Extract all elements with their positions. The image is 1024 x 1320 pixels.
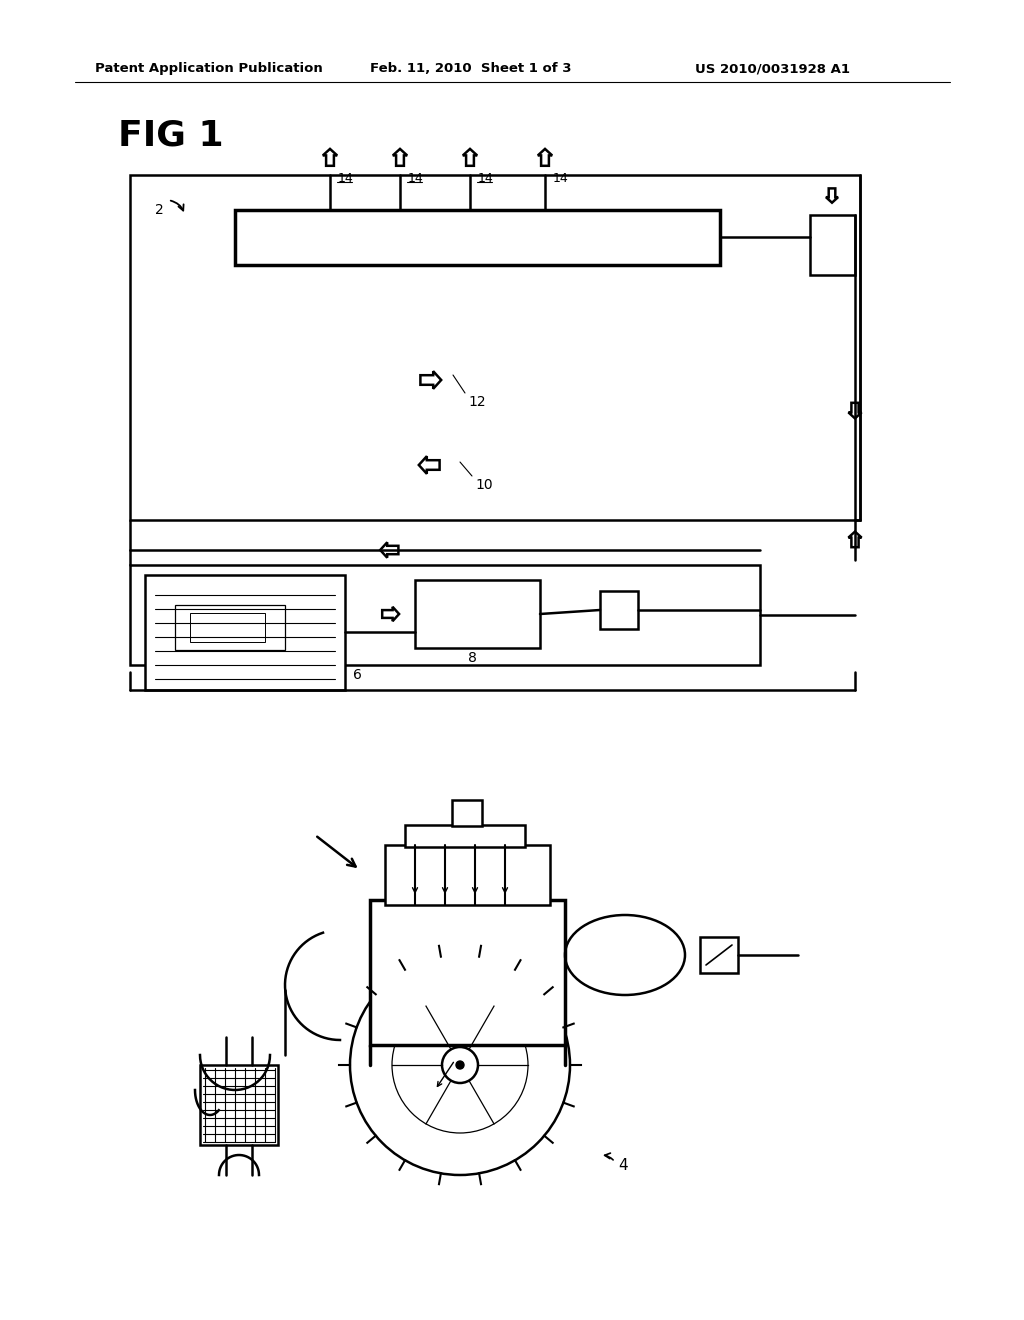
Text: US 2010/0031928 A1: US 2010/0031928 A1 <box>695 62 850 75</box>
Text: 6: 6 <box>353 668 361 682</box>
Bar <box>200 1065 278 1144</box>
Text: 14: 14 <box>553 172 568 185</box>
Bar <box>810 215 855 275</box>
Bar <box>600 591 638 630</box>
Text: 14: 14 <box>478 172 494 185</box>
Text: Patent Application Publication: Patent Application Publication <box>95 62 323 75</box>
Bar <box>130 176 860 520</box>
Polygon shape <box>393 149 408 166</box>
Polygon shape <box>380 543 398 557</box>
Text: 14: 14 <box>338 172 353 185</box>
Polygon shape <box>849 403 861 418</box>
Polygon shape <box>421 371 441 389</box>
Bar <box>370 900 565 1045</box>
Bar <box>415 579 540 648</box>
Text: 10: 10 <box>475 478 493 492</box>
Text: 14: 14 <box>408 172 424 185</box>
Circle shape <box>456 1061 464 1069</box>
Text: FIG 1: FIG 1 <box>118 117 223 152</box>
Bar <box>175 605 285 649</box>
Polygon shape <box>538 149 552 166</box>
Bar <box>700 937 738 973</box>
Bar <box>130 565 760 665</box>
Text: Feb. 11, 2010  Sheet 1 of 3: Feb. 11, 2010 Sheet 1 of 3 <box>370 62 571 75</box>
Polygon shape <box>849 532 861 548</box>
Polygon shape <box>323 149 337 166</box>
Text: 8: 8 <box>468 651 476 665</box>
Text: 12: 12 <box>468 395 485 409</box>
Polygon shape <box>419 457 439 474</box>
Bar <box>190 612 265 642</box>
Text: 4: 4 <box>618 1158 628 1172</box>
Bar <box>406 825 525 847</box>
Bar <box>234 210 720 265</box>
Polygon shape <box>826 189 838 203</box>
Polygon shape <box>382 607 399 622</box>
Text: 2: 2 <box>155 203 164 216</box>
Bar <box>385 845 550 906</box>
Bar <box>452 800 482 826</box>
Polygon shape <box>463 149 477 166</box>
Bar <box>145 576 345 690</box>
